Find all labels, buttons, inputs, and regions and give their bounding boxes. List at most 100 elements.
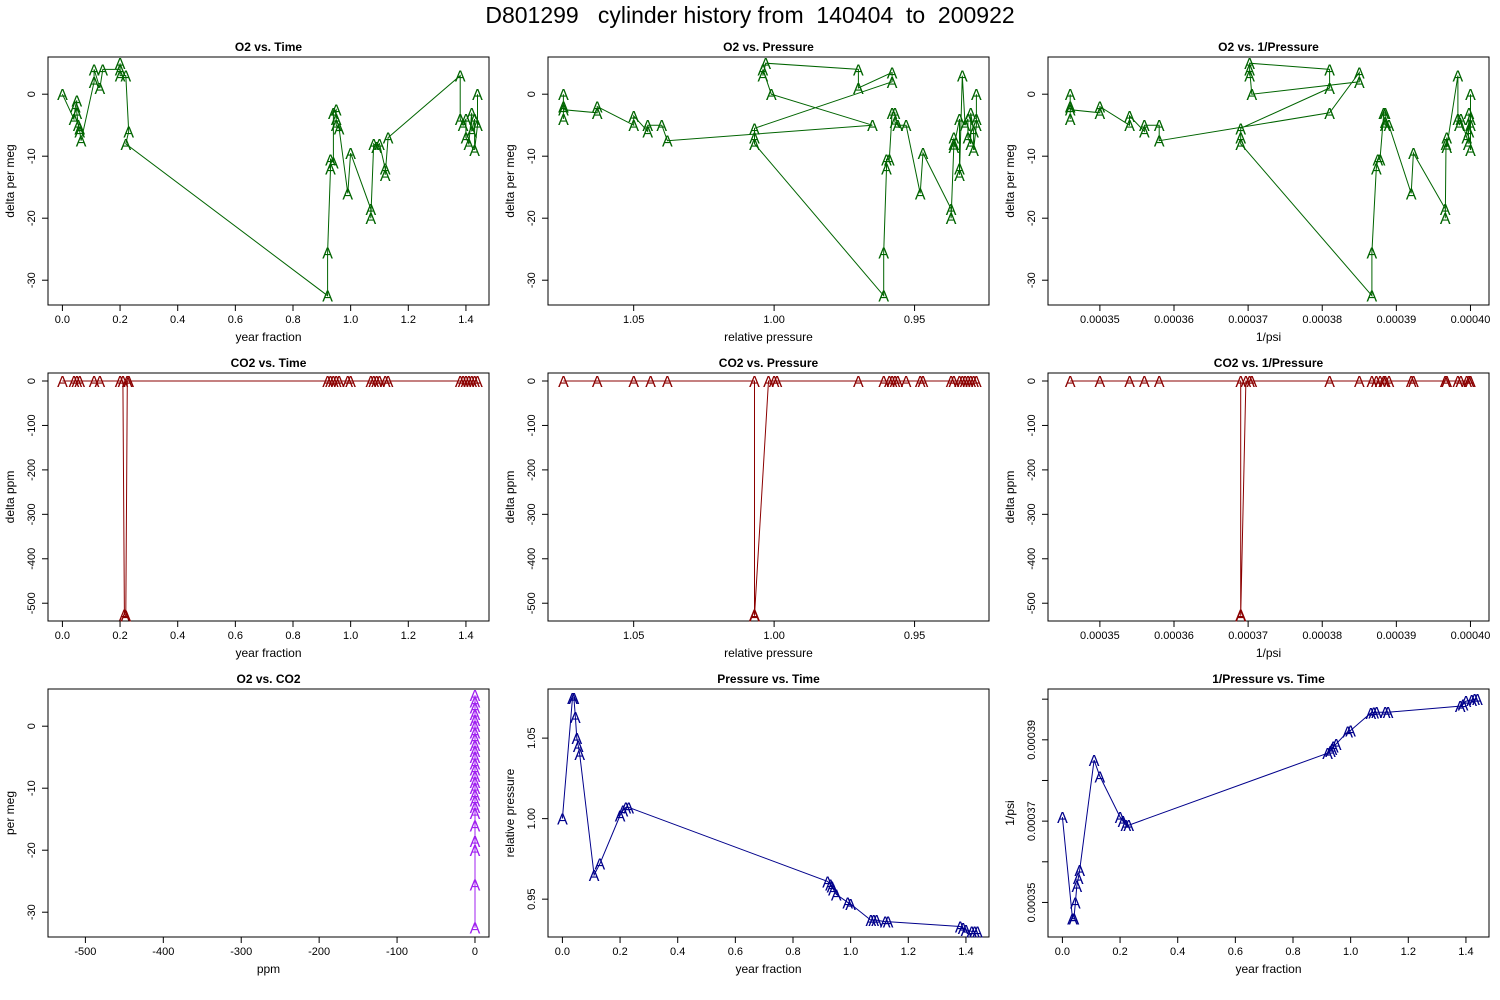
x-tick-label: 0.2 [112, 314, 127, 326]
data-point: A [1465, 118, 1476, 135]
data-point: A [472, 87, 483, 104]
y-tick-label: -100 [26, 414, 38, 436]
chart-title: O2 vs. CO2 [236, 672, 300, 686]
y-tick-label: 0 [26, 723, 38, 729]
data-point: A [558, 374, 569, 391]
y-axis-label: 1/psi [1003, 800, 1017, 825]
data-point: A [1124, 109, 1135, 126]
x-tick-label: 0.4 [1170, 946, 1185, 958]
data-point: A [915, 186, 926, 203]
data-point: A [1065, 374, 1076, 391]
data-point: A [749, 137, 760, 154]
data-point: A [558, 103, 569, 120]
chart-title: O2 vs. 1/Pressure [1218, 40, 1319, 54]
y-tick-label: -20 [26, 210, 38, 226]
data-point: A [1408, 374, 1419, 391]
chart-title: CO2 vs. 1/Pressure [1214, 356, 1324, 370]
plot-frame [548, 373, 989, 621]
x-tick-label: 1.4 [458, 630, 473, 642]
data-point: A [878, 289, 889, 306]
data-point: A [1465, 143, 1476, 160]
data-point: A [383, 131, 394, 148]
y-tick-label: -300 [26, 503, 38, 525]
x-tick-label: 0.95 [904, 314, 925, 326]
data-point: A [95, 81, 106, 98]
data-point: A [328, 155, 339, 172]
y-tick-label: 0.00037 [1026, 801, 1038, 841]
data-point: A [1384, 118, 1395, 135]
data-point: A [76, 134, 87, 151]
plot-frame [48, 373, 489, 621]
data-point: A [946, 211, 957, 228]
data-point: A [74, 374, 85, 391]
data-point: A [656, 118, 667, 135]
y-axis-label: delta per meg [3, 144, 17, 217]
x-tick-label: 0.00037 [1228, 314, 1268, 326]
x-tick-label: 0.4 [170, 314, 185, 326]
x-tick-label: 0.00036 [1154, 630, 1194, 642]
data-point: A [322, 289, 333, 306]
data-point: A [1345, 723, 1356, 740]
data-point: A [1384, 374, 1395, 391]
chart-title: O2 vs. Time [235, 40, 302, 54]
data-point: A [918, 146, 929, 163]
x-tick-label: 0.0 [1055, 946, 1070, 958]
data-point: A [470, 843, 481, 860]
y-tick-label: 0 [1026, 378, 1038, 384]
x-tick-label: 0.4 [170, 630, 185, 642]
x-tick-label: -200 [308, 946, 330, 958]
data-point: A [1069, 912, 1080, 929]
data-point: A [954, 168, 965, 185]
data-point: A [1367, 245, 1378, 262]
data-point: A [766, 87, 777, 104]
data-point: A [1095, 769, 1106, 786]
data-point: A [57, 87, 68, 104]
data-point: A [772, 374, 783, 391]
data-point: A [901, 118, 912, 135]
x-tick-label: 1.00 [763, 314, 784, 326]
x-tick-label: 0.0 [555, 946, 570, 958]
x-tick-label: 1.0 [343, 630, 358, 642]
x-tick-label: 1.4 [1458, 946, 1473, 958]
data-point: A [1074, 863, 1085, 880]
y-tick-label: -300 [1026, 503, 1038, 525]
data-point: A [1246, 87, 1257, 104]
data-point: A [592, 374, 603, 391]
data-point: A [1154, 118, 1165, 135]
data-point: A [853, 374, 864, 391]
y-tick-label: -20 [1026, 210, 1038, 226]
y-tick-label: -200 [26, 459, 38, 481]
chart-title: CO2 vs. Pressure [719, 356, 819, 370]
data-point: A [1070, 895, 1081, 912]
data-point: A [628, 109, 639, 126]
y-axis-label: relative pressure [503, 768, 517, 857]
y-tick-label: -500 [26, 592, 38, 614]
y-tick-label: -400 [1026, 548, 1038, 570]
series-line [1070, 381, 1470, 616]
data-point: A [972, 924, 983, 941]
x-tick-label: 1.2 [1401, 946, 1416, 958]
x-tick-label: 1.4 [958, 946, 973, 958]
chart-panel-o2-time: O2 vs. Time0.0 0.2 0.4 0.6 0.8 1.0 1.2 1.40-10-… [3, 40, 489, 344]
data-point: A [662, 134, 673, 151]
plot-frame [48, 57, 489, 305]
x-tick-label: 0.6 [228, 314, 243, 326]
y-tick-label: 0 [526, 91, 538, 97]
data-point: A [831, 887, 842, 904]
data-point: A [1441, 140, 1452, 157]
x-axis-label: 1/psi [1256, 646, 1281, 660]
x-tick-label: 0.00035 [1080, 630, 1120, 642]
data-point: A [1089, 753, 1100, 770]
y-axis-label: delta ppm [503, 471, 517, 524]
data-point: A [345, 374, 356, 391]
x-axis-label: year fraction [735, 962, 801, 976]
data-point: A [623, 800, 634, 817]
data-point: A [322, 245, 333, 262]
data-point: A [569, 691, 580, 708]
x-axis-label: year fraction [235, 330, 301, 344]
chart-panel-o2-invpressure: O2 vs. 1/Pressure0.00035 0.00036 0.00037 0.… [1003, 40, 1490, 344]
chart-panel-o2-co2: O2 vs. CO2-500 -400 -300 -200 -100 00-10-20-3… [3, 672, 489, 976]
data-point: A [1440, 211, 1451, 228]
x-tick-label: 0.6 [728, 946, 743, 958]
y-tick-label: 0 [526, 378, 538, 384]
